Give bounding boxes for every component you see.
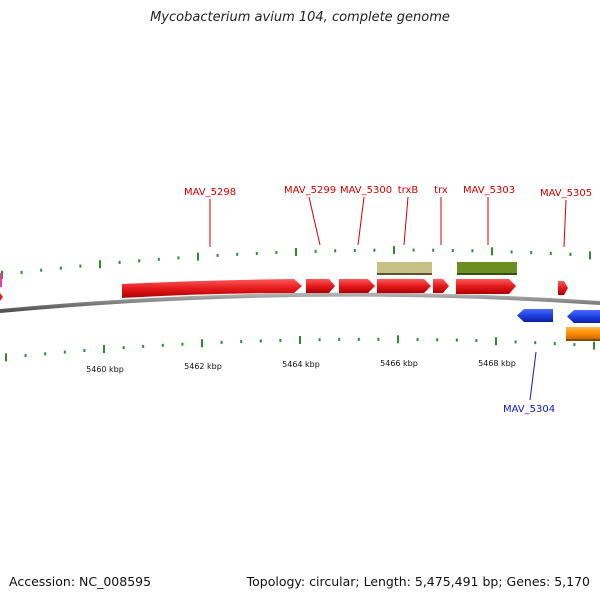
gene-arrow-trx — [433, 279, 449, 293]
gene-arrow-mav-5300 — [339, 279, 375, 293]
genome-summary: Topology: circular; Length: 5,475,491 bp… — [246, 574, 590, 589]
feature-block-mav-5303 — [457, 262, 517, 275]
reverse-feature-orange-edge — [566, 339, 600, 341]
scale-label-5462: 5462 kbp — [184, 362, 222, 371]
left-edge-red-arrow — [0, 293, 3, 301]
gene-arrow-mav-5299 — [306, 279, 335, 293]
feature-block-trxb-edge — [377, 273, 432, 275]
gene-label-mav-5305: MAV_5305 — [540, 188, 592, 199]
left-edge-feature — [0, 273, 2, 287]
bottom-tick-row — [5, 335, 595, 362]
genome-backbone — [0, 292, 600, 313]
gene-arrow-trxb — [377, 279, 431, 293]
scale-label-5464: 5464 kbp — [282, 360, 320, 369]
map-title: Mycobacterium avium 104, complete genome — [150, 10, 450, 25]
scale-label-5460: 5460 kbp — [86, 365, 124, 374]
gene-label-trx: trx — [434, 185, 448, 196]
reverse-feature-orange — [566, 327, 600, 340]
gene-label-mav-5303: MAV_5303 — [463, 185, 515, 196]
gene-label-mav-5298: MAV_5298 — [184, 187, 236, 198]
gene-label-trxb: trxB — [398, 185, 419, 196]
scale-label-5466: 5466 kbp — [380, 359, 418, 368]
gene-label-mav-5299: MAV_5299 — [284, 185, 336, 196]
accession-label: Accession: NC_008595 — [9, 574, 152, 589]
leader-lines — [209, 196, 567, 401]
top-tick-row — [1, 246, 591, 279]
gene-label-mav-5300: MAV_5300 — [340, 185, 392, 196]
gene-arrow-mav-5298 — [122, 279, 302, 298]
gene-arrow-mav-5305 — [558, 281, 568, 295]
gene-label-mav-5304: MAV_5304 — [503, 404, 555, 415]
gene-arrow-reverse-next — [567, 310, 600, 323]
gene-arrow-mav-5303 — [456, 279, 516, 294]
feature-block-mav-5303-edge — [457, 273, 517, 275]
scale-label-5468: 5468 kbp — [478, 359, 516, 368]
feature-block-trxb — [377, 262, 432, 275]
gene-arrow-mav-5304 — [517, 309, 553, 322]
